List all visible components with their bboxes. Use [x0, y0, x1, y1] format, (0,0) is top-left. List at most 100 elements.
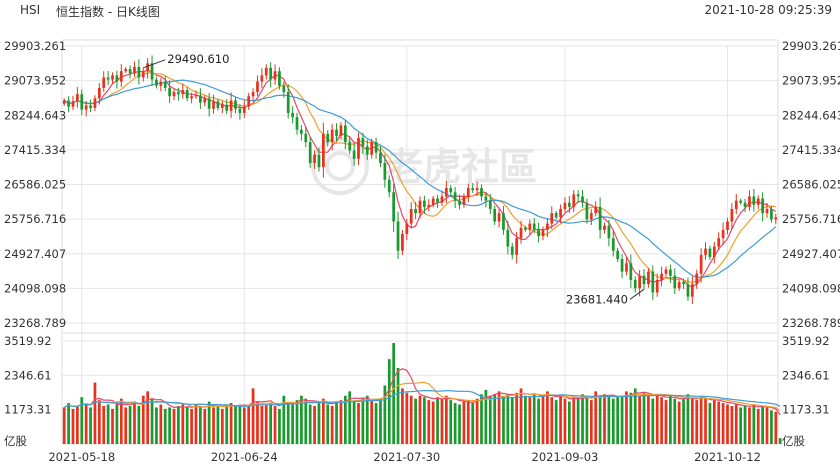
volume-ma20-line [63, 390, 781, 408]
volume-bar [84, 404, 88, 444]
candle-body [256, 81, 259, 93]
candle-body [308, 142, 312, 164]
volume-bar [572, 397, 576, 444]
volume-bar [607, 395, 611, 444]
volume-bar [660, 397, 663, 444]
volume-bar [163, 408, 167, 444]
volume-bar [199, 405, 202, 444]
candle-body [721, 229, 725, 239]
axes: 29903.261 29903.261 29073.952 29073.952 2824… [4, 39, 840, 464]
candle-body [462, 196, 466, 205]
candle-body [576, 194, 580, 197]
candle-body [264, 67, 268, 76]
candle-body [629, 263, 633, 280]
candle-body [493, 208, 497, 222]
volume-bar [194, 404, 198, 444]
volume-bar [515, 392, 518, 444]
timestamp-label: 2021-10-28 09:25:39 [704, 3, 832, 17]
volume-bar [748, 407, 751, 444]
low-annotation-label: 23681.440 [566, 292, 628, 306]
volume-bar [251, 388, 255, 444]
volume-bar [532, 394, 536, 444]
volume-bar [352, 401, 356, 444]
candle-body [291, 112, 294, 118]
candle-body [453, 192, 457, 201]
candle-body [559, 208, 562, 218]
candle-body [717, 238, 721, 247]
volume-bar [286, 403, 290, 444]
candle-body [348, 142, 352, 151]
volume-bar [682, 398, 685, 444]
volume-bar [308, 404, 312, 444]
candle-body [212, 101, 215, 109]
volume-bar [374, 403, 378, 444]
volume-bar [449, 400, 453, 444]
candle-body [322, 133, 325, 168]
volume-bar [690, 398, 694, 444]
volume-bar [638, 395, 641, 444]
candle-body [546, 223, 549, 230]
candle-body [607, 225, 611, 239]
volume-bar [444, 395, 448, 444]
volume-bar [128, 405, 132, 444]
volume-bar [669, 395, 672, 444]
volume-bar [295, 400, 299, 444]
annotation-leader [143, 59, 166, 69]
volume-bar [453, 403, 457, 444]
candle-body [76, 94, 79, 102]
volume-bar [739, 407, 743, 444]
candle-body [752, 196, 756, 205]
volume-bar [436, 397, 439, 444]
price-axis-label-right: 24927.407 [782, 247, 840, 261]
price-axis-label-left: 28244.643 [4, 108, 66, 122]
volume-bar [466, 400, 470, 444]
volume-bar [480, 394, 483, 444]
candle-body [594, 206, 598, 214]
candle-body [409, 208, 413, 224]
volume-bar [431, 401, 435, 444]
candle-body [295, 117, 299, 130]
candle-body [405, 223, 409, 235]
candle-body [155, 79, 158, 86]
volume-bar [348, 391, 352, 444]
volume-bar [172, 408, 176, 444]
candle-body [190, 96, 193, 99]
volume-bar [528, 397, 532, 444]
volume-bar [677, 401, 681, 444]
candle-body [466, 188, 470, 197]
volume-bar [493, 394, 497, 444]
volume-bar [203, 408, 207, 444]
volume-bars [62, 343, 782, 444]
volume-bar [269, 403, 273, 444]
candle-body [611, 238, 615, 251]
candle-body [502, 213, 505, 230]
volume-bar [80, 397, 84, 444]
candle-body [440, 196, 444, 203]
volume-bar [414, 398, 417, 444]
candle-body [260, 75, 264, 82]
candle-body [770, 208, 773, 220]
volume-bar [102, 405, 106, 444]
candle-body [199, 95, 202, 103]
symbol-label: HSI [20, 3, 41, 17]
candle-body [247, 96, 251, 107]
volume-bar [537, 398, 540, 444]
candle-body [207, 98, 211, 109]
volume-bar [603, 394, 606, 444]
volume-bar [655, 394, 659, 444]
volume-bar [343, 395, 347, 444]
candle-body [756, 198, 760, 205]
candle-body [84, 105, 88, 110]
candle-body [163, 81, 167, 88]
candle-body [510, 246, 514, 255]
candle-body [128, 69, 132, 74]
volume-bar [427, 400, 431, 444]
candle-body [585, 202, 589, 220]
volume-bar [594, 391, 598, 444]
candle-body [550, 213, 554, 224]
volume-bar [611, 398, 615, 444]
volume-bar [247, 405, 251, 444]
annotation-leader [629, 288, 645, 300]
volume-bar [62, 407, 66, 444]
